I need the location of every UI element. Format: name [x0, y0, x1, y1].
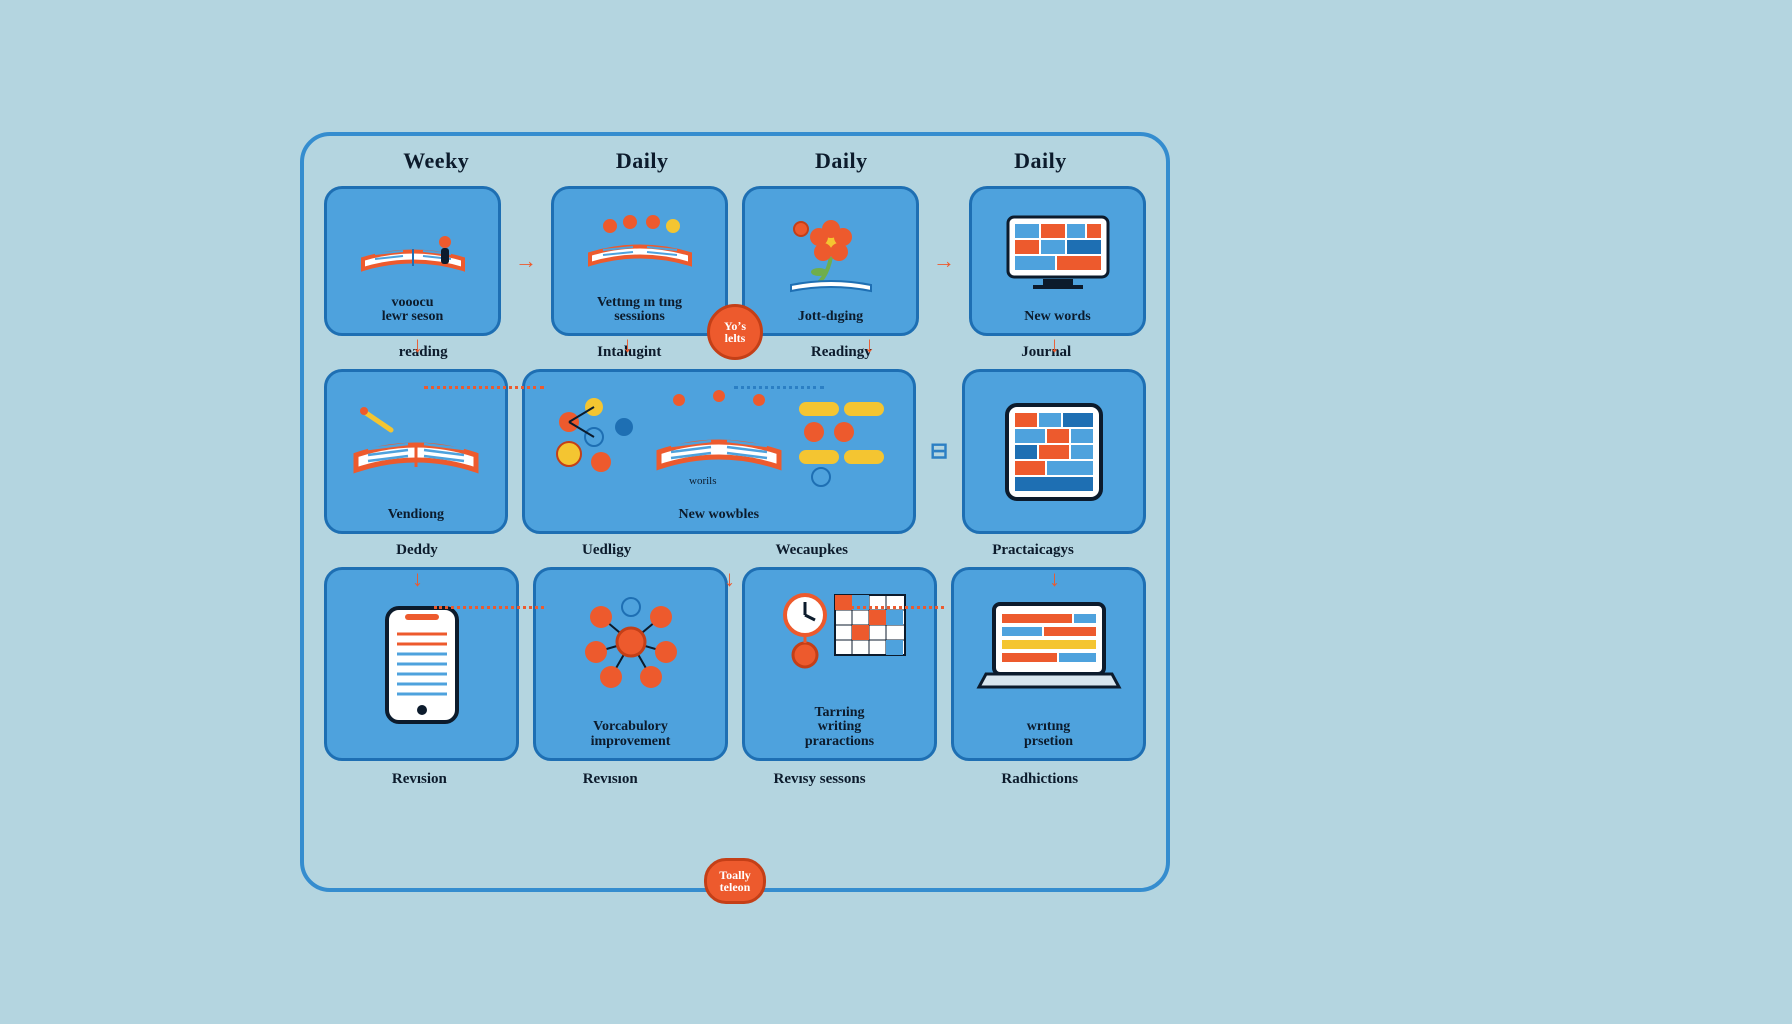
arrow-icon: → — [933, 248, 955, 274]
card-2-1-label: Vendiong — [388, 508, 444, 523]
bottom-badge: Toally teleon — [704, 858, 766, 904]
footer-row: Revısion Revısıon Revısy sessons Radhict… — [324, 771, 1146, 788]
footer-label: Revısy sessons — [773, 771, 865, 788]
card-1-4: New words — [969, 186, 1146, 336]
monitor-grid-icon — [980, 199, 1135, 304]
footer-label: Revısion — [392, 771, 447, 788]
midlabel: reading — [399, 344, 448, 361]
header-row: Weeky Daily Daily Daily — [324, 148, 1146, 178]
mid-row-2: Deddy Uedligy Wecaupkes Practaicagys — [324, 542, 1146, 559]
connector-icon: ⊟ — [930, 438, 948, 464]
card-3-2: Vorcabulory improvement — [533, 567, 728, 761]
book-dots-icon — [562, 199, 717, 290]
flower-icon — [753, 199, 908, 304]
open-book-icon — [335, 382, 497, 502]
card-1-2: Vettıng ın tıng sessıions — [551, 186, 728, 336]
svg-text:worils: worils — [689, 475, 717, 487]
footer-label: Radhictions — [1001, 771, 1078, 788]
book-network-icon: worils — [533, 382, 905, 502]
bubble-cluster-icon — [544, 580, 717, 715]
clock-grid-icon — [753, 580, 926, 700]
row-3: Vorcabulory improvement — [324, 567, 1146, 761]
infographic-panel: Weeky Daily Daily Daily vooocu lewr seso… — [300, 132, 1170, 892]
header-4: Daily — [1014, 148, 1067, 174]
card-1-3-label: Jott-dıging — [798, 310, 863, 325]
card-3-3: Tarrıing writing praractions — [742, 567, 937, 761]
card-1-2-label: Vettıng ın tıng sessıions — [597, 296, 682, 325]
midlabel: Wecaupkes — [775, 542, 848, 559]
card-2-1: Vendiong — [324, 369, 508, 534]
header-3: Daily — [815, 148, 868, 174]
footer-label: Revısıon — [583, 771, 638, 788]
book-person-icon — [335, 199, 490, 290]
card-2-2: worils New wowbles — [522, 369, 916, 534]
arrow-icon: → — [515, 248, 537, 274]
card-1-3: Jott-dıging — [742, 186, 919, 336]
card-3-2-label: Vorcabulory improvement — [591, 720, 671, 749]
row-2: Vendiong — [324, 369, 1146, 534]
card-1-1-label: vooocu lewr seson — [382, 296, 444, 325]
header-1: Weeky — [403, 148, 469, 174]
card-1-4-label: New words — [1024, 310, 1091, 325]
midlabel: Deddy — [396, 542, 438, 559]
tablet-grid-icon — [973, 382, 1135, 523]
card-2-2-label: New wowbles — [679, 508, 760, 523]
card-3-4-label: wrıtıng prsetion — [1024, 720, 1073, 749]
midlabel: Practaicagys — [992, 542, 1074, 559]
card-3-1 — [324, 567, 519, 761]
center-badge: Yoʼs lelts — [707, 304, 763, 360]
midlabel: Journal — [1021, 344, 1071, 361]
midlabel: Readingy — [811, 344, 872, 361]
card-3-3-label: Tarrıing writing praractions — [805, 706, 874, 750]
midlabel: Uedligy — [582, 542, 631, 559]
card-1-1: vooocu lewr seson — [324, 186, 501, 336]
header-2: Daily — [616, 148, 669, 174]
card-3-4: wrıtıng prsetion — [951, 567, 1146, 761]
card-2-3 — [962, 369, 1146, 534]
laptop-bars-icon — [962, 580, 1135, 715]
